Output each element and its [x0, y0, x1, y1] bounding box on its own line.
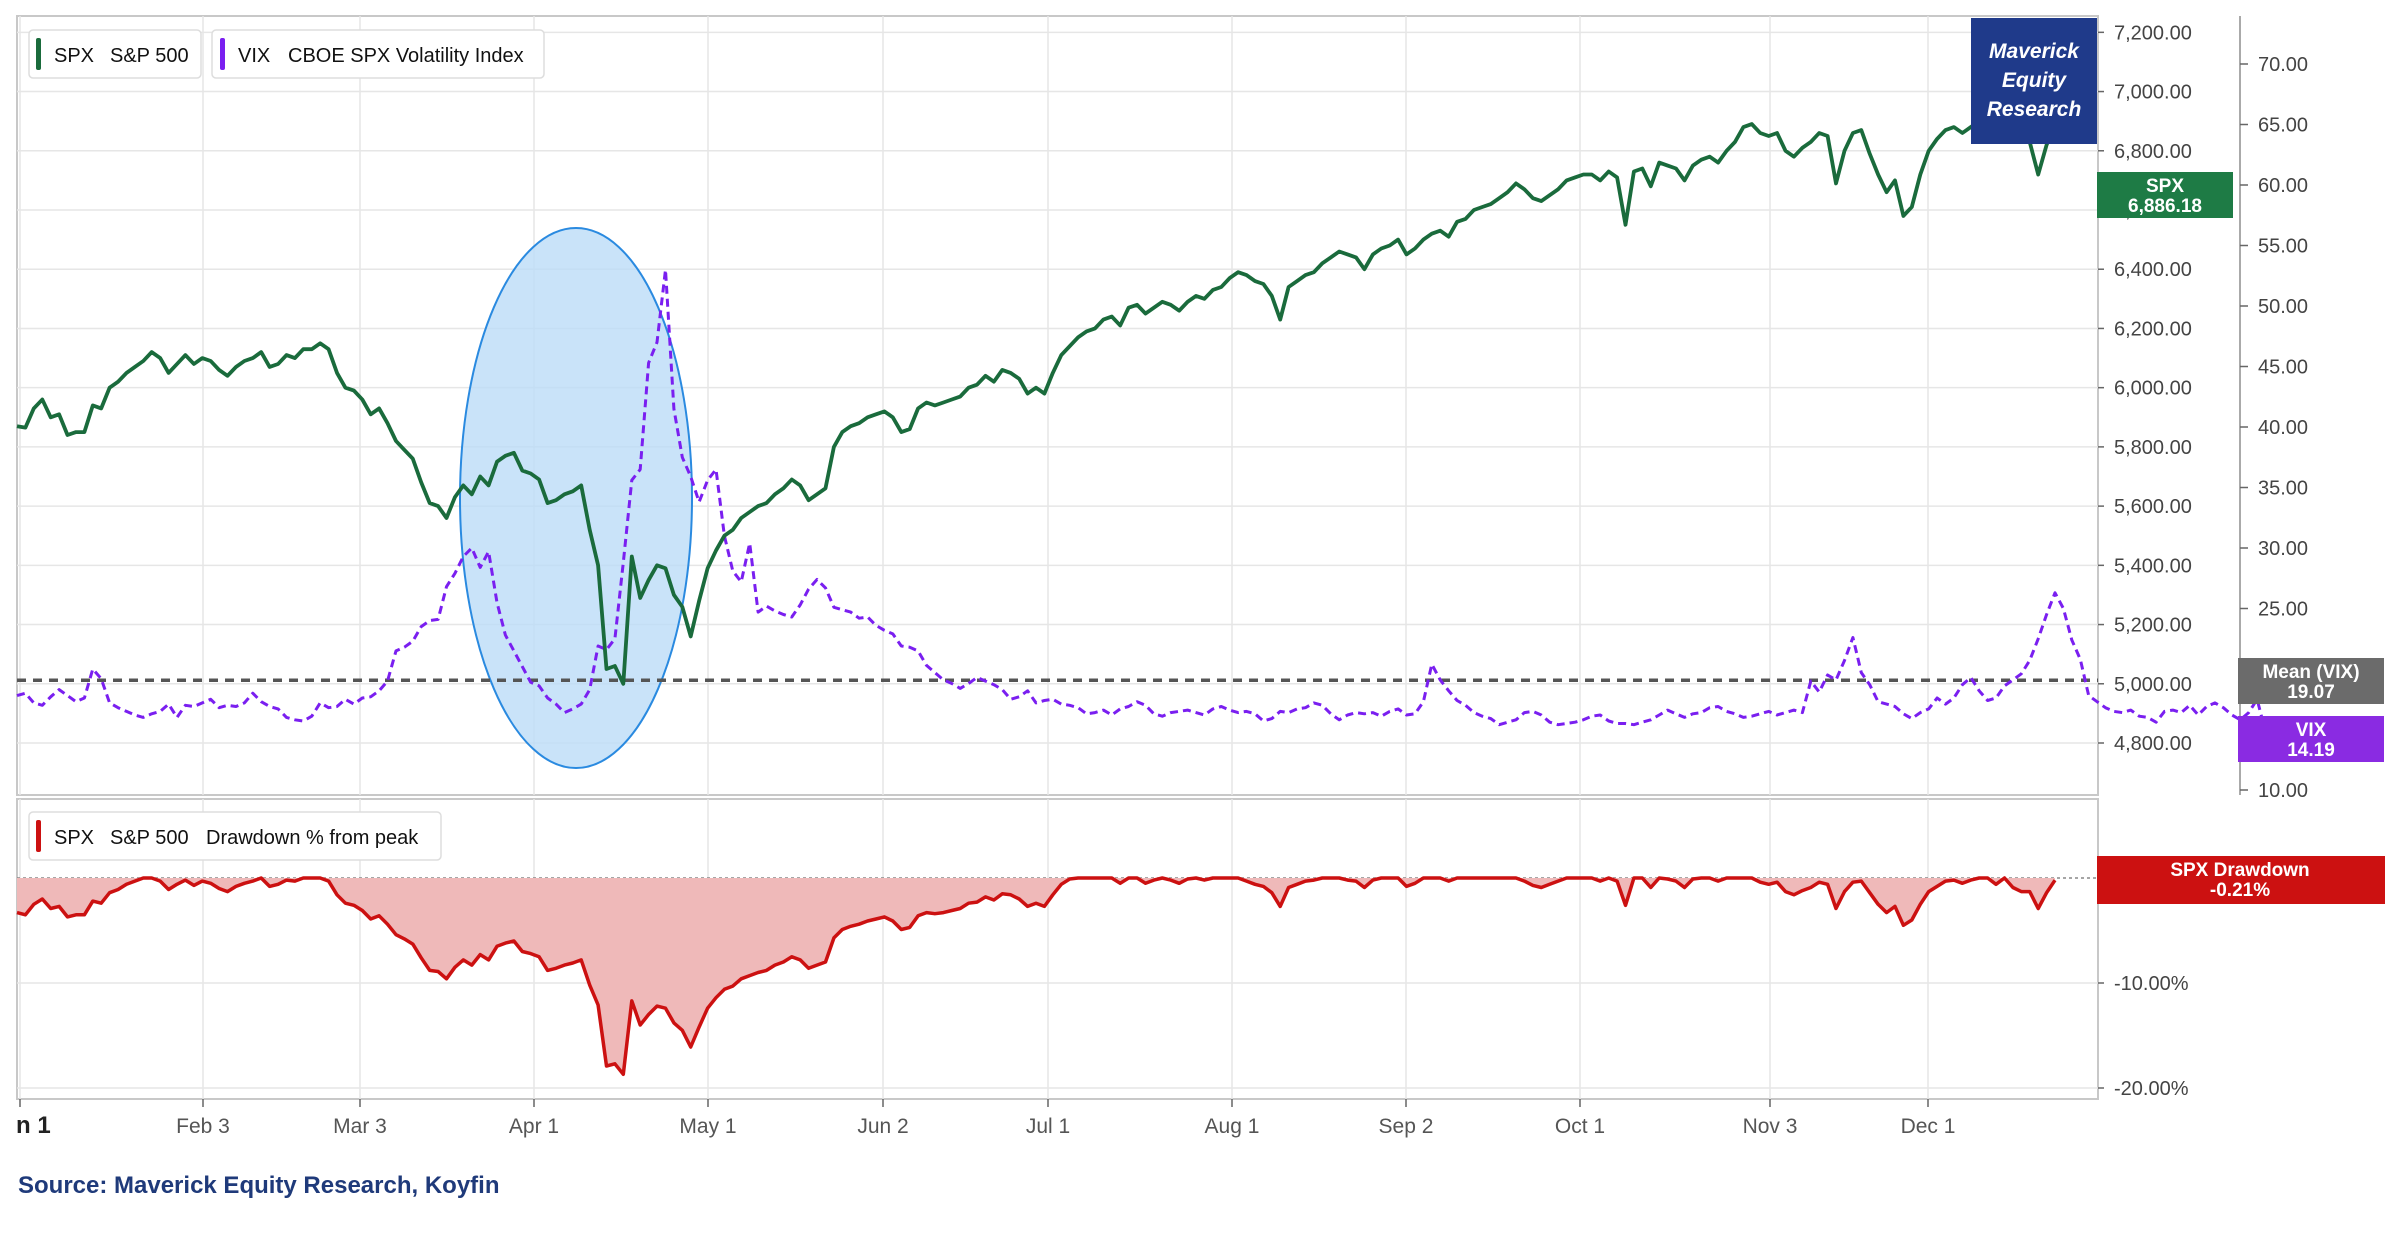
dd-badge-box — [2097, 856, 2385, 904]
legend-name-vix: CBOE SPX Volatility Index — [288, 45, 524, 67]
x-axis-tick-label-1: Feb 3 — [176, 1115, 230, 1138]
legend-swatch-vix — [220, 38, 225, 70]
x-axis-tick-labels: n 1 Feb 3 Mar 3 Apr 1 May 1 Jun 2 Jul 1 Aug 1 Se… — [16, 1099, 1955, 1139]
vix-last-value-badge: VIX 14.19 — [2238, 716, 2384, 762]
grid-lines — [17, 16, 2098, 1099]
spx-axis-tick-label-0: 4,800.00 — [2114, 733, 2192, 755]
x-axis-tick-label-10: Nov 3 — [1743, 1115, 1798, 1138]
vix-series — [16, 268, 2275, 741]
vix-axis-tick-label-7: 45.00 — [2258, 357, 2308, 379]
vix-axis-tick-label-0: 10.00 — [2258, 780, 2308, 802]
spx-axis-tick-labels: 4,800.00 5,000.00 5,200.00 5,400.00 5,600.00… — [2098, 22, 2192, 755]
vix-badge-box — [2238, 716, 2384, 762]
vix-axis-tick-label-10: 60.00 — [2258, 175, 2308, 197]
spx-axis-tick-label-5: 5,800.00 — [2114, 437, 2192, 459]
spx-axis-tick-label-4: 5,600.00 — [2114, 496, 2192, 518]
spx-badge-value: 6,886.18 — [2128, 196, 2202, 217]
mean-badge-title: Mean (VIX) — [2262, 662, 2359, 683]
vix-axis-tick-label-6: 40.00 — [2258, 417, 2308, 439]
x-axis-tick-label-0: n 1 — [16, 1112, 51, 1139]
vix-axis-tick-label-4: 30.00 — [2258, 538, 2308, 560]
spx-badge-title: SPX — [2146, 176, 2184, 197]
legend-swatch-spx — [36, 38, 41, 70]
vix-axis-tick-label-3: 25.00 — [2258, 599, 2308, 621]
brand-line-1: Maverick — [1989, 40, 2080, 63]
x-axis-tick-label-4: May 1 — [679, 1115, 736, 1138]
top-legend: SPX S&P 500 VIX CBOE SPX Volatility Inde… — [28, 29, 545, 79]
bottom-legend: SPX S&P 500 Drawdown % from peak — [28, 811, 442, 861]
x-axis-tick-label-8: Sep 2 — [1379, 1115, 1434, 1138]
brand-line-3: Research — [1987, 98, 2082, 121]
legend-name-spx: S&P 500 — [110, 45, 189, 67]
mean-badge-box — [2238, 658, 2384, 704]
x-axis-tick-label-6: Jul 1 — [1026, 1115, 1070, 1138]
spx-axis-tick-label-2: 5,200.00 — [2114, 615, 2192, 637]
vix-axis-tick-label-11: 65.00 — [2258, 115, 2308, 137]
volatility-spike-highlight-ellipse — [459, 227, 693, 769]
legend-metric-drawdown: Drawdown % from peak — [206, 827, 419, 849]
spx-axis-tick-label-12: 7,200.00 — [2114, 22, 2192, 44]
legend-box-drawdown[interactable] — [28, 811, 442, 861]
x-axis-tick-label-2: Mar 3 — [333, 1115, 387, 1138]
x-axis-tick-label-7: Aug 1 — [1205, 1115, 1260, 1138]
vix-axis-tick-label-12: 70.00 — [2258, 54, 2308, 76]
brand-logo: Maverick Equity Research — [1971, 18, 2097, 144]
x-axis-tick-label-3: Apr 1 — [509, 1115, 559, 1138]
brand-line-2: Equity — [2002, 69, 2067, 92]
vix-line — [16, 268, 2275, 741]
spx-axis-tick-label-3: 5,400.00 — [2114, 555, 2192, 577]
spx-axis-tick-label-10: 6,800.00 — [2114, 141, 2192, 163]
spx-axis-tick-label-7: 6,200.00 — [2114, 318, 2192, 340]
drawdown-line — [16, 876, 2057, 1077]
legend-name-drawdown: S&P 500 — [110, 827, 189, 849]
legend-ticker-drawdown: SPX — [54, 827, 94, 849]
legend-swatch-drawdown — [36, 820, 41, 852]
legend-box-vix[interactable] — [211, 29, 545, 79]
spx-badge-box — [2097, 172, 2233, 218]
dd-badge-value: -0.21% — [2210, 880, 2270, 901]
top-panel-frame — [16, 15, 2099, 796]
vix-axis-tick-label-9: 55.00 — [2258, 236, 2308, 258]
vix-badge-value: 14.19 — [2287, 740, 2335, 761]
source-caption: Source: Maverick Equity Research, Koyfin — [18, 1172, 500, 1199]
mean-badge-value: 19.07 — [2287, 682, 2335, 703]
drawdown-area — [17, 878, 2055, 1075]
x-axis-tick-label-9: Oct 1 — [1555, 1115, 1605, 1138]
drawdown-axis-tick-label-2: -20.00% — [2114, 1078, 2189, 1100]
legend-box-spx[interactable] — [28, 29, 202, 79]
spx-axis-tick-label-1: 5,000.00 — [2114, 674, 2192, 696]
drawdown-axis-tick-label-1: -10.00% — [2114, 973, 2189, 995]
vix-axis-tick-label-5: 35.00 — [2258, 478, 2308, 500]
vix-axis-tick-label-8: 50.00 — [2258, 296, 2308, 318]
x-axis-tick-label-11: Dec 1 — [1901, 1115, 1956, 1138]
drawdown-series — [16, 876, 2057, 1077]
vix-mean-badge: Mean (VIX) 19.07 — [2238, 658, 2384, 704]
brand-box — [1971, 18, 2097, 144]
spx-axis-tick-label-8: 6,400.00 — [2114, 259, 2192, 281]
drawdown-last-value-badge: SPX Drawdown -0.21% — [2097, 856, 2385, 904]
x-axis-tick-label-5: Jun 2 — [857, 1115, 908, 1138]
spx-line — [16, 113, 2057, 686]
legend-ticker-vix: VIX — [238, 45, 270, 67]
dd-badge-title: SPX Drawdown — [2170, 860, 2309, 881]
spx-axis-tick-label-11: 7,000.00 — [2114, 82, 2192, 104]
spx-last-value-badge: SPX 6,886.18 — [2097, 172, 2233, 218]
legend-ticker-spx: SPX — [54, 45, 94, 67]
spx-series — [16, 113, 2057, 686]
vix-badge-title: VIX — [2296, 720, 2327, 741]
spx-axis-tick-label-6: 6,000.00 — [2114, 378, 2192, 400]
